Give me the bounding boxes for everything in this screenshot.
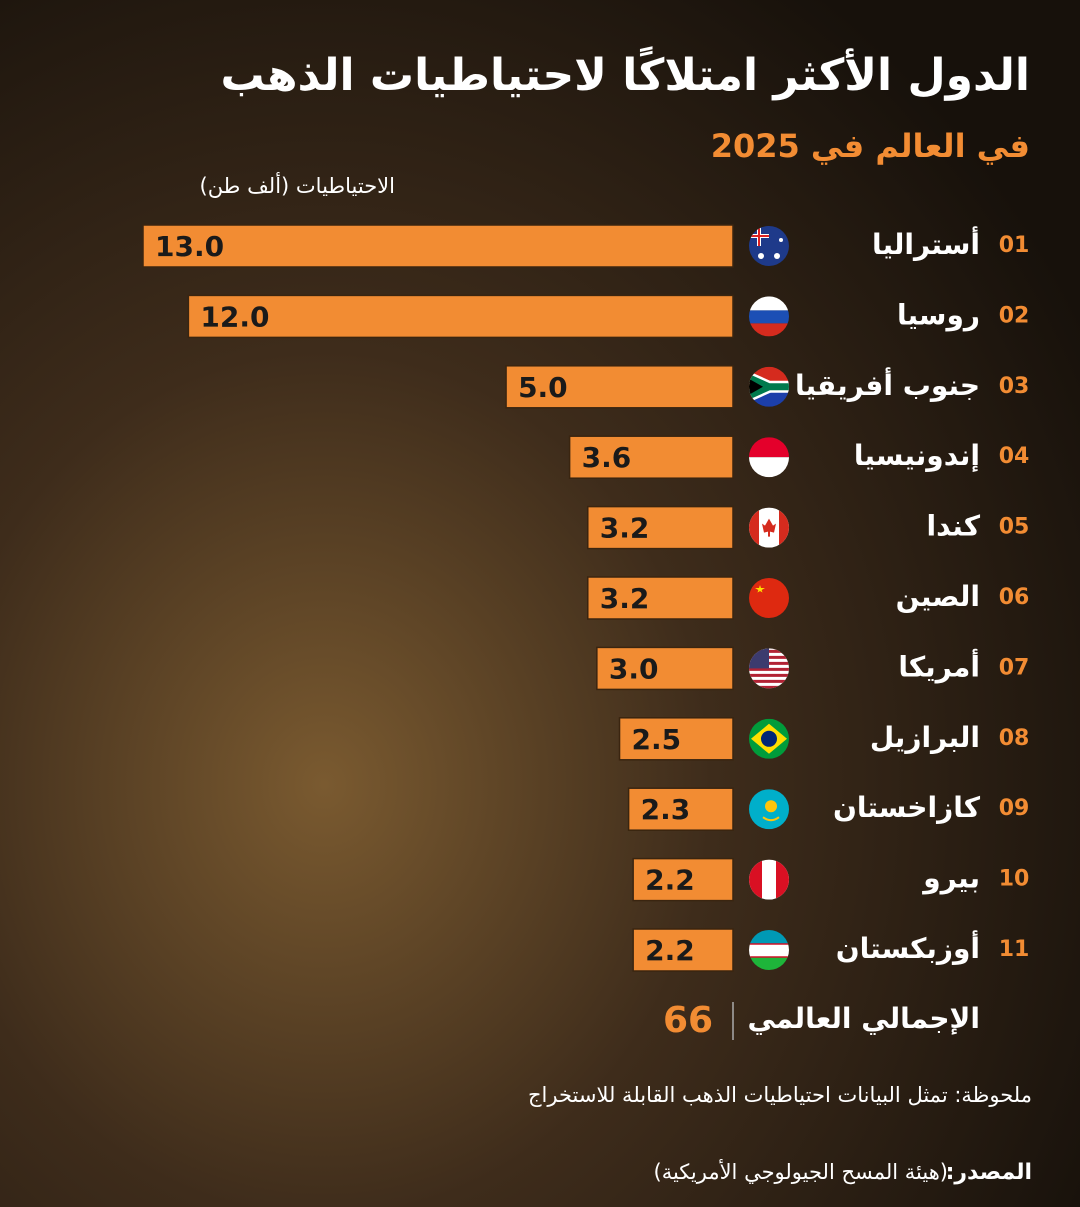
flag [749,859,789,900]
flag [749,578,789,618]
rank-label: 02 [999,303,1030,328]
value-label: 2.5 [632,723,682,756]
category-label: البرازيل [870,721,980,754]
category-label: أمريكا [898,648,980,683]
category-label: أستراليا [872,226,980,261]
rank-label: 05 [999,515,1030,540]
total-value: 66 [663,1000,713,1041]
category-label: كندا [927,510,981,543]
bar [187,294,734,339]
bar [587,576,734,620]
rank-label: 03 [999,374,1030,399]
rank-label: 01 [999,233,1030,258]
category-label: كازاخستان [833,791,981,824]
rank-label: 07 [999,655,1030,680]
value-label: 13.0 [155,230,224,263]
bar [142,224,734,268]
chart-title: الدول الأكثر امتلاكًا لاحتياطيات الذهب [220,45,1030,101]
category-label: بيرو [921,862,980,895]
bar [568,435,734,479]
category-label: جنوب أفريقيا [795,367,980,402]
rank-label: 06 [999,585,1030,610]
flag [749,648,789,689]
rank-label: 04 [999,444,1030,469]
bar [596,646,734,691]
total-label: الإجمالي العالمي [747,1002,980,1035]
rank-label: 11 [999,937,1030,962]
category-label: روسيا [897,298,980,331]
value-label: 5.0 [518,371,568,404]
value-label: 2.2 [645,934,695,967]
category-label: الصين [896,580,980,613]
rank-label: 09 [999,796,1030,821]
flag [749,718,789,759]
flag [749,507,789,548]
source-label: المصدر: [946,1160,1032,1185]
rank-label: 10 [999,867,1030,892]
bar [627,787,734,831]
value-label: 2.3 [641,793,691,826]
bar [587,505,734,550]
value-label: 3.2 [600,582,650,615]
bar [632,928,734,972]
value-label: 2.2 [645,864,695,897]
flag [749,930,789,970]
bar [632,857,734,902]
value-label: 12.0 [200,300,269,333]
axis-label: الاحتياطيات (ألف طن) [200,172,396,198]
bar [505,365,734,409]
flag [749,296,789,337]
note: ملحوظة: تمثل البيانات احتياطيات الذهب ال… [528,1083,1032,1108]
value-label: 3.6 [582,441,632,474]
category-label: أوزبكستان [836,930,980,965]
rank-label: 08 [999,726,1030,751]
flag [749,366,789,407]
source-text: (هيئة المسح الجيولوجي الأمريكية) [654,1159,948,1184]
value-label: 3.0 [609,652,659,685]
flag [749,226,789,266]
flag [749,789,789,830]
flag [749,437,789,478]
category-label: إندونيسيا [854,439,980,473]
bar [618,717,734,761]
flags [749,226,789,970]
chart-subtitle: في العالم في 2025 [711,127,1030,165]
value-label: 3.2 [600,512,650,545]
